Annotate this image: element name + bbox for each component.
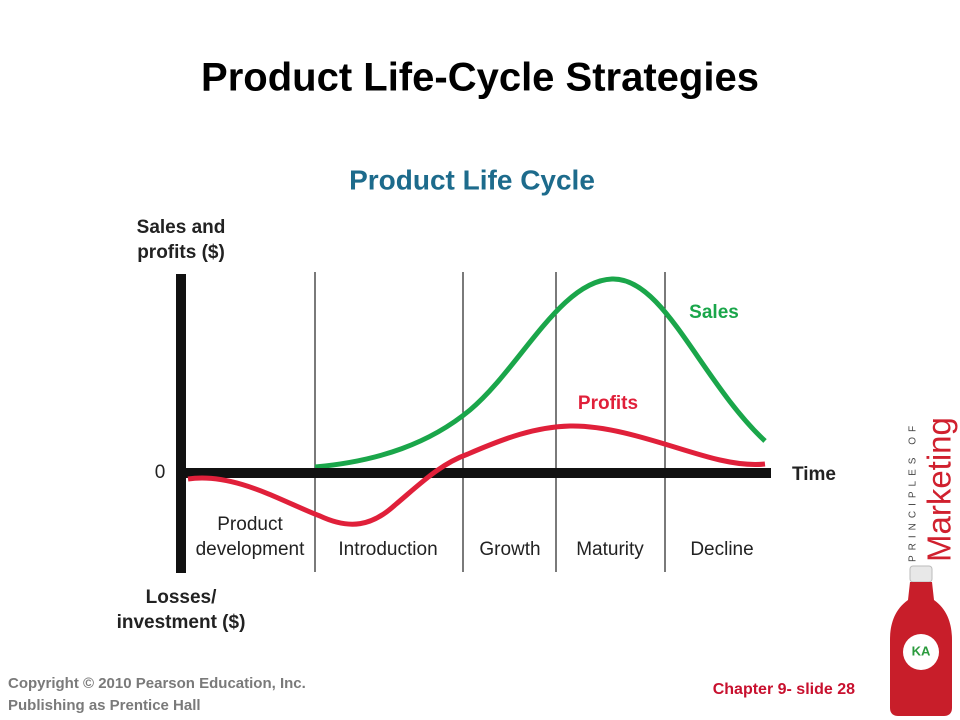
slide-number: Chapter 9- slide 28 [713,681,855,698]
copyright: Publishing as Prentice Hall [8,697,201,714]
stage-label: Decline [690,539,753,560]
sales-curve [314,276,767,470]
stage-label: Maturity [576,539,644,560]
y-axis-label: investment ($) [117,612,246,633]
y-axis-label: profits ($) [137,242,225,263]
logo-series: PRINCIPLES OF [908,421,919,562]
logo: PRINCIPLES OF Marketing KA [890,417,958,716]
stage-label: Introduction [338,539,437,560]
bottle-label: KA [912,643,931,658]
bottle-cap [909,565,933,583]
stage-label: development [196,539,306,560]
y-axis-label: Losses/ [146,587,217,608]
profits-label: Profits [578,393,638,414]
logo-name: Marketing [921,417,958,562]
stage-label: Growth [479,539,540,560]
slide-title: Product Life-Cycle Strategies [201,56,759,100]
bottle-badge [903,634,939,670]
diagram-title: Product Life Cycle [349,164,595,195]
profits-curve [187,423,766,527]
sales-label: Sales [689,302,739,323]
copyright: Copyright © 2010 Pearson Education, Inc. [8,675,306,692]
zero-label: 0 [155,462,166,483]
stage-label: Product [217,514,283,535]
y-axis-label: Sales and [137,217,226,238]
stage-dividers [314,272,666,572]
x-axis-label: Time [792,464,836,485]
